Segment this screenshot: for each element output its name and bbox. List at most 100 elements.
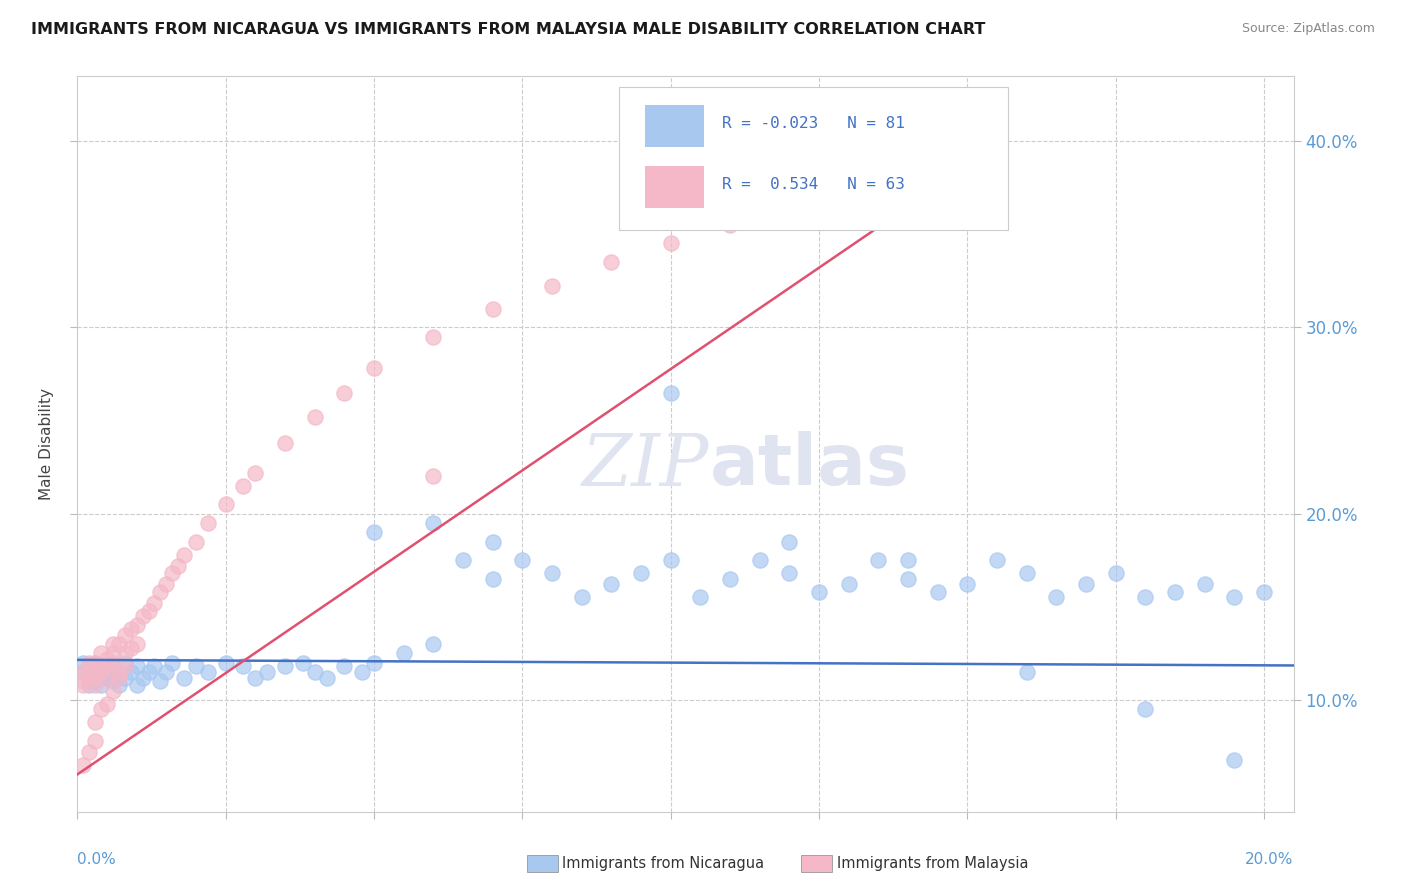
Point (778, 199, 800, 213)
Point (897, 572, 920, 586)
Point (72, 665, 94, 679)
Point (274, 435, 297, 450)
Point (333, 659, 356, 673)
Point (363, 656, 385, 670)
Point (72, 674, 94, 689)
Point (600, 255, 623, 269)
Point (838, 577, 860, 591)
Point (451, 553, 474, 567)
Point (84, 656, 107, 670)
Point (352, 665, 374, 679)
Point (77, 656, 100, 670)
Point (114, 656, 136, 670)
Point (541, 566, 564, 581)
Point (718, 218, 741, 232)
Point (131, 671, 153, 685)
Point (84, 665, 107, 679)
Point (120, 640, 142, 655)
Point (481, 301, 503, 316)
Text: 20.0%: 20.0% (1246, 852, 1294, 867)
Point (304, 665, 326, 679)
Point (90, 646, 112, 660)
Point (274, 659, 297, 673)
Text: R = -0.023   N = 81: R = -0.023 N = 81 (721, 116, 905, 131)
Point (84, 656, 107, 670)
Point (897, 553, 920, 567)
Point (197, 665, 219, 679)
Point (363, 525, 385, 540)
Bar (645, 166, 703, 209)
Point (149, 585, 172, 599)
Point (232, 478, 254, 492)
Point (986, 553, 1008, 567)
Point (108, 637, 131, 651)
Point (600, 577, 623, 591)
Point (84, 674, 107, 689)
Point (1015, 665, 1038, 679)
Point (1194, 577, 1216, 591)
Point (84, 678, 107, 692)
Point (84, 659, 107, 673)
Point (96, 652, 118, 666)
Text: 0.0%: 0.0% (77, 852, 117, 867)
Point (108, 671, 131, 685)
Point (108, 678, 131, 692)
Point (90, 665, 112, 679)
Point (304, 409, 326, 424)
Point (173, 548, 195, 562)
Point (84, 671, 107, 685)
Point (571, 591, 593, 605)
Point (1135, 702, 1157, 716)
Text: Immigrants from Malaysia: Immigrants from Malaysia (837, 856, 1028, 871)
Point (256, 665, 278, 679)
Point (138, 603, 160, 617)
Point (101, 659, 124, 673)
Point (138, 665, 160, 679)
Point (422, 516, 444, 530)
Point (214, 497, 236, 511)
Text: R =  0.534   N = 63: R = 0.534 N = 63 (721, 178, 905, 193)
Point (868, 553, 890, 567)
Point (778, 566, 800, 581)
Point (184, 659, 207, 673)
Point (90, 659, 112, 673)
Point (96, 671, 118, 685)
Point (125, 678, 148, 692)
Point (232, 659, 254, 673)
Point (659, 553, 682, 567)
Point (77, 745, 100, 759)
Point (72, 656, 94, 670)
Point (120, 622, 142, 636)
Point (77, 659, 100, 673)
Point (84, 715, 107, 730)
Point (1015, 566, 1038, 581)
Point (131, 609, 153, 624)
Point (659, 385, 682, 400)
Point (72, 758, 94, 772)
Point (162, 566, 184, 581)
Point (101, 637, 124, 651)
Point (422, 637, 444, 651)
Point (143, 659, 166, 673)
Point (143, 596, 166, 610)
Point (77, 678, 100, 692)
Point (291, 656, 314, 670)
Point (155, 665, 177, 679)
Y-axis label: Male Disability: Male Disability (39, 388, 55, 500)
Point (214, 656, 236, 670)
Point (927, 585, 949, 599)
Point (333, 385, 356, 400)
Point (1223, 591, 1246, 605)
Point (125, 618, 148, 632)
Point (1223, 753, 1246, 767)
Point (392, 646, 415, 660)
Point (84, 734, 107, 748)
Text: Immigrants from Nicaragua: Immigrants from Nicaragua (562, 856, 765, 871)
Point (422, 469, 444, 483)
Point (1253, 585, 1275, 599)
Point (114, 646, 136, 660)
Point (125, 637, 148, 651)
Point (114, 659, 136, 673)
Point (114, 671, 136, 685)
Point (90, 671, 112, 685)
